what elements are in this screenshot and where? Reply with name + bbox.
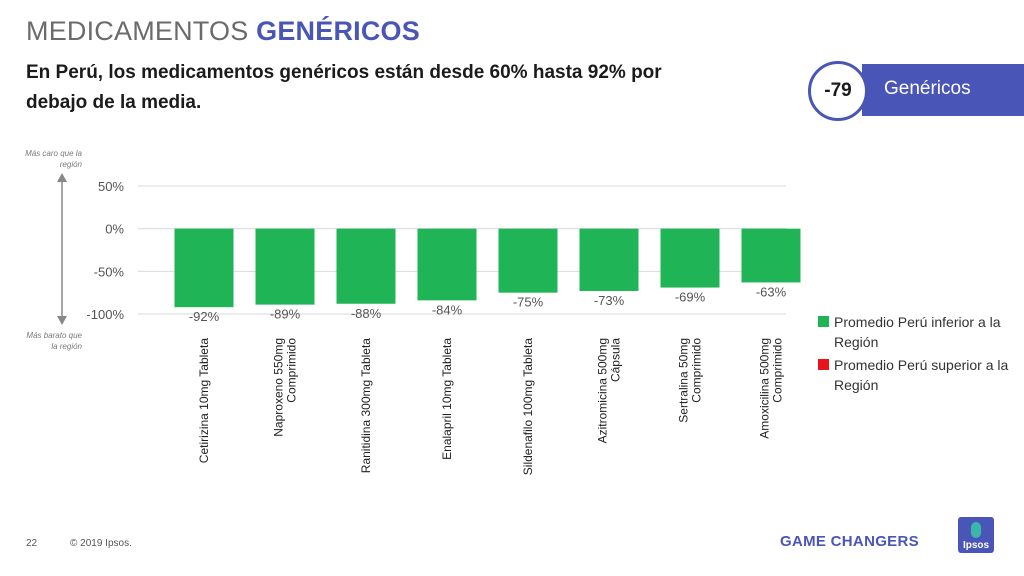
x-tick-label: Cetirizina 10mg Tableta (197, 338, 211, 464)
arrow-up-icon (57, 173, 67, 182)
bar (336, 228, 396, 304)
generics-badge: Genéricos (862, 64, 1024, 116)
legend-swatch-red (818, 359, 829, 370)
x-tick-label: Amoxicilina 500mg Comprimido (758, 338, 785, 439)
x-tick-label: Enalapril 10mg Tableta (440, 338, 454, 460)
page-title: MEDICAMENTOS GENÉRICOS (26, 16, 420, 47)
ipsos-logo-mark (971, 522, 981, 538)
data-label: -89% (270, 307, 301, 322)
x-tick-label: Azitromicina 500mg Cápsula (596, 338, 623, 444)
legend-item-inferior: Promedio Perú inferior a la Región (818, 312, 1018, 352)
bar (579, 228, 639, 291)
x-tick-label-line: Comprimido (771, 338, 785, 403)
arrow-down-icon (57, 316, 67, 325)
x-tick-label-line: Sertralina 50mg (677, 338, 691, 423)
x-tick-label: Sertralina 50mg Comprimido (677, 338, 704, 423)
x-tick-label: Naproxeno 550mg Comprimido (272, 338, 299, 437)
x-tick-label-line: Comprimido (285, 338, 299, 403)
x-tick-label: Sildenafilo 100mg Tableta (521, 338, 535, 476)
y-tick-label: -100% (86, 307, 124, 322)
data-label: -92% (189, 309, 220, 324)
badge-value: -79 (808, 61, 868, 121)
data-label: -69% (675, 290, 706, 305)
x-tick-label-line: Ranitidina 300mg Tableta (359, 338, 373, 474)
page-number: 22 (26, 538, 38, 549)
x-tick-label-line: Azitromicina 500mg (596, 338, 610, 443)
bar (174, 228, 234, 308)
legend-label-superior: Promedio Perú superior a la Región (834, 357, 1009, 393)
copyright: © 2019 Ipsos. (70, 538, 132, 549)
data-label: -63% (756, 284, 787, 299)
ipsos-logo-text: Ipsos (962, 540, 990, 551)
bar (417, 228, 477, 301)
data-label: -88% (351, 306, 382, 321)
x-tick-label-line: Amoxicilina 500mg (758, 338, 772, 439)
legend-item-superior: Promedio Perú superior a la Región (818, 355, 1018, 395)
badge-label: Genéricos (884, 78, 971, 99)
y-tick-label: -50% (94, 264, 125, 279)
bar (498, 228, 558, 293)
x-tick-label-line: Enalapril 10mg Tableta (440, 338, 454, 460)
data-label: -75% (513, 295, 544, 310)
x-tick-label-line: Cetirizina 10mg Tableta (197, 338, 211, 464)
x-tick-label-line: Naproxeno 550mg (272, 338, 286, 437)
bar (255, 228, 315, 305)
legend-label-inferior: Promedio Perú inferior a la Región (834, 314, 1001, 350)
legend-swatch-green (818, 316, 829, 327)
bar (660, 228, 720, 288)
more-expensive-label: Más caro que la región (25, 149, 82, 169)
chart-legend: Promedio Perú inferior a la Región Prome… (818, 312, 1018, 398)
ipsos-logo: Ipsos (958, 517, 994, 553)
data-label: -84% (432, 302, 463, 317)
data-label: -73% (594, 293, 625, 308)
y-tick-label: 50% (98, 179, 124, 194)
x-tick-label-line: Cápsula (609, 338, 623, 382)
title-part-2: GENÉRICOS (256, 16, 420, 46)
bar (741, 228, 801, 283)
y-tick-label: 0% (105, 222, 124, 237)
page-subtitle: En Perú, los medicamentos genéricos está… (26, 62, 662, 113)
x-tick-label: Ranitidina 300mg Tableta (359, 338, 373, 474)
title-part-1: MEDICAMENTOS (26, 16, 257, 46)
cheaper-label: Más barato que la región (26, 331, 82, 351)
game-changers-brand: GAME CHANGERS (780, 533, 919, 550)
x-tick-label-line: Comprimido (690, 338, 704, 403)
x-tick-label-line: Sildenafilo 100mg Tableta (521, 338, 535, 476)
